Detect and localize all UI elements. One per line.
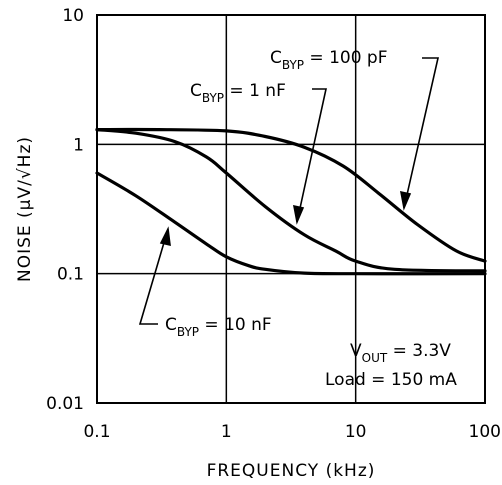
y-tick-label-3: 0.01	[46, 394, 84, 414]
series-line-1	[95, 128, 487, 273]
leader-10nf	[138, 226, 171, 325]
series-label-10nf: CBYP = 10 nF	[165, 315, 272, 339]
series-line-2	[95, 171, 487, 276]
tick-labels: 0.1 1 10 100 10 1 0.1 0.01	[46, 6, 501, 442]
x-tick-label-2: 10	[345, 422, 367, 442]
series-line-0	[95, 127, 487, 263]
series-label-1nf: CBYP = 1 nF	[190, 81, 286, 105]
y-axis-label: NOISE (μV/√Hz)	[15, 136, 35, 282]
y-tick-label-1: 1	[73, 135, 84, 155]
x-tick-label-1: 1	[221, 422, 232, 442]
vout-annotation: VOUT = 3.3V	[350, 341, 451, 365]
leader-1nf	[292, 88, 327, 225]
leader-100pf	[399, 57, 440, 211]
x-axis-label: FREQUENCY (kHz)	[207, 461, 376, 481]
y-tick-label-2: 0.1	[57, 265, 84, 285]
y-tick-label-0: 10	[62, 6, 84, 26]
load-annotation: Load = 150 mA	[325, 370, 457, 390]
x-tick-label-0: 0.1	[83, 422, 110, 442]
series-layer	[95, 127, 487, 276]
x-tick-label-3: 100	[469, 422, 501, 442]
plot-frame	[96, 14, 486, 404]
series-label-100pf: CBYP = 100 pF	[270, 48, 388, 72]
